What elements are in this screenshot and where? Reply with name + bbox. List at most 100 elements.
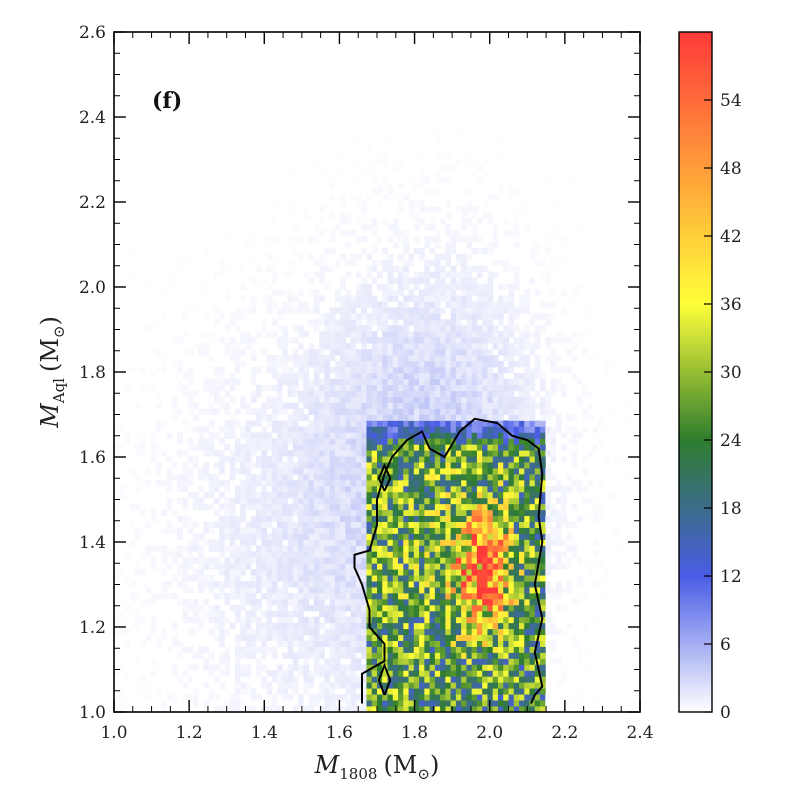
heatmap-cell (361, 456, 367, 463)
heatmap-cell (177, 253, 183, 261)
heatmap-cell (482, 307, 488, 314)
heatmap-cell (466, 206, 473, 213)
heatmap-cell (340, 349, 346, 356)
heatmap-cell (440, 682, 446, 689)
heatmap-cell (550, 444, 557, 451)
heatmap-cell (303, 414, 310, 421)
heatmap-cell (277, 450, 283, 457)
heatmap-cell (355, 289, 362, 296)
heatmap-cell (403, 509, 409, 517)
heatmap-cell (261, 277, 267, 284)
heatmap-cell (256, 408, 262, 415)
heatmap-cell (534, 325, 541, 332)
heatmap-cell (266, 563, 273, 570)
heatmap-cell (445, 176, 452, 183)
heatmap-cell (419, 325, 425, 332)
heatmap-cell (487, 384, 494, 392)
heatmap-cell (266, 581, 273, 588)
heatmap-cell (229, 515, 236, 522)
heatmap-cell (413, 420, 420, 427)
heatmap-cell (361, 414, 367, 421)
heatmap-cell (371, 188, 378, 195)
heatmap-cell (334, 390, 341, 398)
heatmap-cell (156, 444, 162, 451)
heatmap-cell (513, 456, 520, 463)
heatmap-cell (308, 646, 315, 653)
heatmap-cell (461, 557, 467, 564)
heatmap-cell (461, 432, 467, 439)
heatmap-cell (345, 241, 352, 249)
heatmap-cell (224, 521, 231, 528)
heatmap-cell (213, 497, 220, 505)
heatmap-cell (445, 426, 452, 433)
heatmap-cell (476, 598, 483, 606)
heatmap-cell (392, 295, 399, 302)
heatmap-cell (434, 569, 441, 576)
heatmap-cell (292, 610, 299, 618)
heatmap-cell (513, 539, 520, 546)
heatmap-cell (476, 551, 483, 558)
heatmap-cell (298, 646, 304, 653)
heatmap-cell (256, 366, 262, 374)
heatmap-cell (519, 444, 525, 451)
heatmap-cell (334, 557, 341, 564)
heatmap-cell (429, 581, 436, 588)
heatmap-cell (419, 503, 425, 511)
heatmap-cell (287, 616, 294, 624)
heatmap-cell (361, 509, 367, 517)
heatmap-cell (419, 253, 425, 261)
heatmap-cell (571, 706, 578, 712)
heatmap-cell (377, 533, 383, 540)
heatmap-cell (519, 616, 525, 624)
heatmap-cell (482, 587, 488, 594)
heatmap-cell (340, 390, 346, 398)
heatmap-cell (192, 497, 199, 505)
heatmap-cell (177, 563, 183, 570)
heatmap-cell (213, 634, 220, 641)
heatmap-cell (292, 491, 299, 499)
heatmap-cell (266, 610, 273, 618)
heatmap-cell (450, 598, 457, 606)
heatmap-cell (250, 503, 257, 511)
heatmap-cell (266, 604, 273, 612)
heatmap-cell (424, 676, 430, 683)
heatmap-cell (287, 390, 294, 398)
heatmap-cell (292, 682, 299, 689)
heatmap-cell (334, 503, 341, 511)
heatmap-cell (250, 652, 257, 659)
heatmap-cell (319, 349, 325, 356)
heatmap-cell (429, 598, 436, 606)
heatmap-cell (298, 491, 304, 499)
heatmap-cell (182, 485, 189, 493)
heatmap-cell (403, 194, 409, 201)
heatmap-cell (434, 366, 441, 374)
heatmap-cell (540, 301, 546, 308)
heatmap-cell (503, 438, 509, 445)
heatmap-cell (555, 563, 562, 570)
heatmap-cell (455, 384, 462, 392)
heatmap-cell (540, 414, 546, 421)
heatmap-cell (350, 319, 357, 326)
heatmap-cell (513, 515, 520, 522)
heatmap-cell (245, 307, 252, 314)
heatmap-cell (424, 176, 430, 183)
heatmap-cell (529, 527, 536, 534)
heatmap-cell (324, 456, 331, 463)
heatmap-cell (171, 700, 178, 707)
heatmap-cell (387, 575, 394, 582)
heatmap-cell (403, 604, 409, 612)
heatmap-cell (529, 670, 536, 677)
heatmap-cell (177, 497, 183, 505)
heatmap-cell (513, 587, 520, 594)
heatmap-cell (571, 551, 578, 558)
heatmap-cell (503, 384, 509, 392)
heatmap-cell (261, 456, 267, 463)
heatmap-cell (224, 503, 231, 511)
heatmap-cell (198, 343, 204, 350)
heatmap-cell (350, 366, 357, 374)
heatmap-cell (513, 462, 520, 469)
heatmap-cell (366, 390, 373, 398)
heatmap-cell (150, 432, 157, 439)
heatmap-cell (461, 551, 467, 558)
heatmap-cell (282, 372, 288, 380)
